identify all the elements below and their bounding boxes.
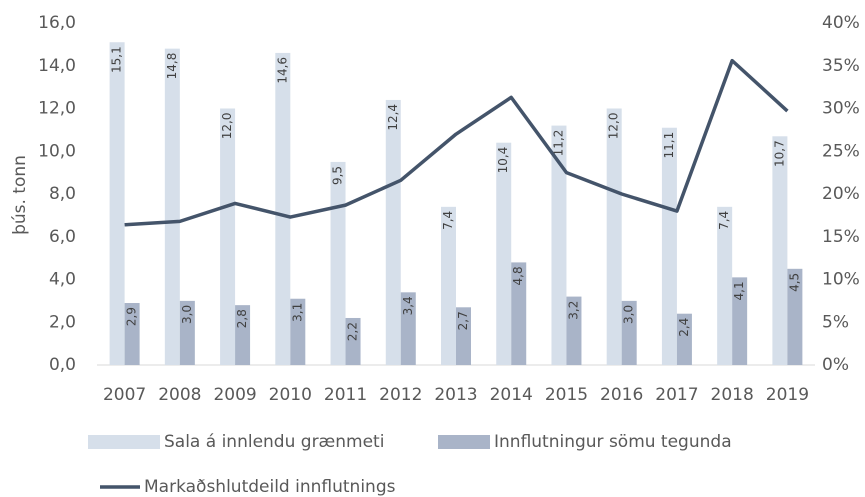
x-tick-label: 2015 [545, 385, 588, 405]
bar [124, 303, 140, 365]
value-label: 7,4 [441, 211, 455, 230]
bar [732, 277, 748, 365]
x-tick-label: 2014 [490, 385, 533, 405]
value-label: 2,8 [235, 309, 249, 328]
x-tick-label: 2012 [379, 385, 422, 405]
x-tick-label: 2007 [103, 385, 146, 405]
y-tick-label: 14,0 [38, 56, 76, 76]
value-label: 10,7 [772, 140, 786, 167]
x-tick-label: 2008 [158, 385, 201, 405]
bar [330, 161, 346, 365]
x-tick-label: 2019 [766, 385, 809, 405]
value-label: 3,2 [566, 301, 580, 320]
value-label: 4,1 [732, 281, 746, 300]
bar [676, 313, 692, 365]
legend-label: Innflutningur sömu tegunda [494, 432, 732, 452]
value-label: 3,0 [180, 305, 194, 324]
value-label: 7,4 [717, 211, 731, 230]
value-label: 2,2 [346, 322, 360, 341]
value-label: 12,0 [220, 113, 234, 140]
x-tick-label: 2018 [711, 385, 754, 405]
bar [345, 317, 361, 365]
y2-tick-label: 40% [822, 13, 860, 33]
value-label: 11,2 [551, 130, 565, 157]
value-label: 10,4 [496, 147, 510, 174]
value-label: 11,1 [662, 132, 676, 159]
y2-tick-label: 15% [822, 227, 860, 247]
bar [496, 142, 512, 365]
x-tick-label: 2010 [269, 385, 312, 405]
bar [772, 136, 788, 365]
value-label: 4,8 [511, 266, 525, 285]
value-label: 12,4 [386, 104, 400, 131]
x-tick-label: 2013 [434, 385, 477, 405]
bar [164, 48, 180, 366]
value-label: 3,0 [622, 305, 636, 324]
x-tick-label: 2011 [324, 385, 367, 405]
value-label: 2,4 [677, 318, 691, 337]
value-label: 12,0 [607, 113, 621, 140]
value-label: 14,8 [165, 53, 179, 80]
value-label: 2,7 [456, 311, 470, 330]
bar [385, 99, 401, 365]
y2-tick-label: 0% [822, 355, 849, 375]
y-tick-label: 6,0 [49, 227, 76, 247]
y2-tick-label: 5% [822, 312, 849, 332]
y2-tick-label: 10% [822, 270, 860, 290]
value-label: 3,4 [401, 296, 415, 315]
value-label: 4,5 [787, 273, 801, 292]
y2-tick-label: 30% [822, 99, 860, 119]
y2-tick-label: 20% [822, 184, 860, 204]
bar [235, 305, 251, 365]
y2-tick-label: 25% [822, 141, 860, 161]
y-tick-label: 12,0 [38, 99, 76, 119]
bar [511, 262, 527, 365]
legend-swatch [88, 435, 160, 449]
x-tick-label: 2009 [213, 385, 256, 405]
value-label: 9,5 [331, 166, 345, 185]
value-label: 2,9 [125, 307, 139, 326]
bar [109, 42, 125, 366]
y-tick-label: 0,0 [49, 355, 76, 375]
bar [551, 125, 567, 365]
bar [606, 108, 622, 365]
bar [566, 296, 582, 365]
bar [441, 206, 456, 365]
bar [275, 52, 291, 366]
y-tick-label: 16,0 [38, 13, 76, 33]
y-tick-label: 4,0 [49, 270, 76, 290]
bar [290, 298, 306, 365]
legend-label: Markaðshlutdeild innflutnings [144, 477, 396, 497]
y-tick-label: 8,0 [49, 184, 76, 204]
y2-tick-label: 35% [822, 56, 860, 76]
bar [220, 108, 236, 365]
bar [787, 268, 803, 365]
legend-label: Sala á innlendu grænmeti [164, 432, 384, 452]
y-axis-label: þús. tonn [10, 155, 30, 235]
value-label: 14,6 [275, 57, 289, 84]
bar [179, 300, 195, 365]
bar [400, 292, 416, 365]
y-tick-label: 10,0 [38, 141, 76, 161]
x-tick-label: 2016 [600, 385, 643, 405]
value-label: 3,1 [290, 303, 304, 322]
legend-swatch [438, 435, 490, 449]
bar [717, 206, 733, 365]
bar [661, 127, 677, 365]
bar [621, 300, 637, 365]
x-tick-label: 2017 [655, 385, 698, 405]
bar [456, 307, 471, 365]
value-label: 15,1 [110, 46, 124, 73]
line [124, 58, 789, 227]
y-tick-label: 2,0 [49, 312, 76, 332]
